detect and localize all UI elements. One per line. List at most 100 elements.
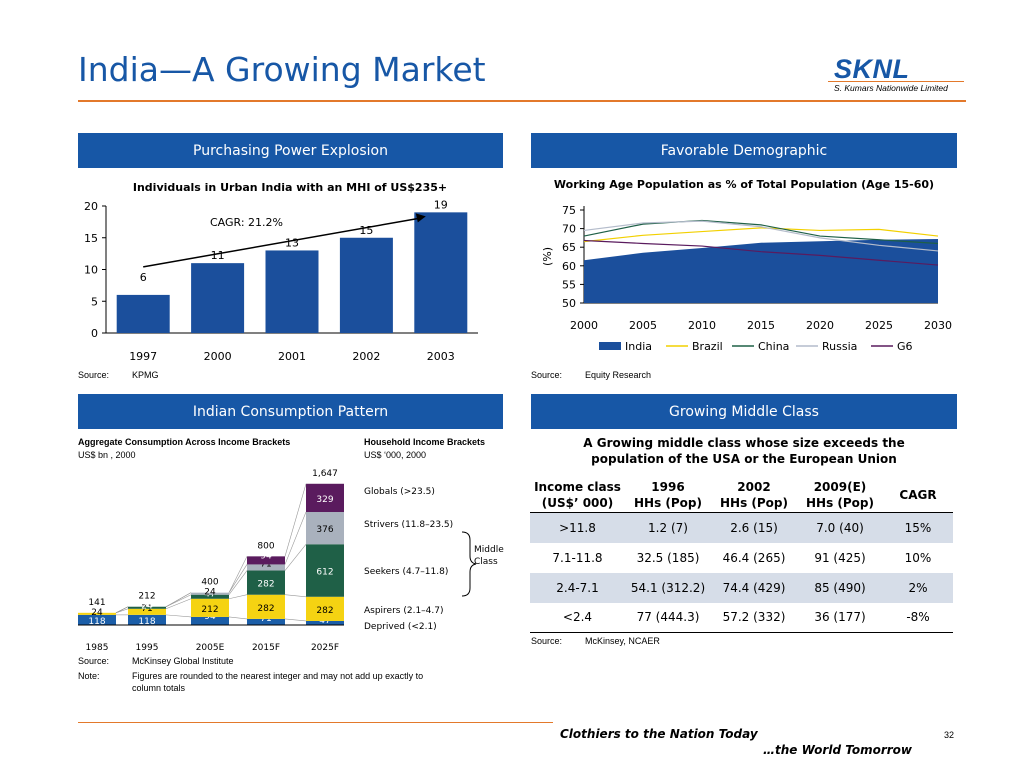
series-line-russia (583, 220, 939, 252)
table-cell: 54.1 (312.2) (625, 572, 711, 603)
table-cell: >11.8 (530, 512, 625, 543)
x-tick-label: 2025F (311, 643, 339, 653)
table-cell: 2.4-7.1 (530, 572, 625, 603)
connector-line (228, 616, 248, 620)
total-label: 400 (201, 578, 218, 588)
source-label: Source: (78, 656, 110, 666)
table-cell: 77 (444.3) (625, 602, 711, 633)
segment-label: 94 (204, 612, 216, 622)
segment-deprived (128, 614, 166, 625)
panel-header-purchasing: Purchasing Power Explosion (78, 133, 503, 168)
middle-class-table: Income class (US$’ 000) 1996 HHs (Pop) 200… (530, 478, 953, 633)
logo-wordmark: SKNL (834, 54, 910, 84)
bar (116, 294, 170, 333)
y-tick-label: 50 (562, 297, 576, 310)
data-label: 6 (140, 271, 147, 284)
data-label: 13 (285, 236, 299, 249)
bracket-label: Strivers (11.8–23.5) (364, 520, 453, 530)
table-cell: 85 (490) (797, 572, 883, 603)
table-cell: 74.4 (429) (711, 572, 797, 603)
x-tick-label: 2020 (806, 319, 834, 332)
bar (414, 212, 468, 333)
table-row: <2.4 77 (444.3) 57.2 (332) 36 (177) -8% (530, 602, 953, 633)
cagr-arrow (143, 217, 419, 268)
segment-deprived (247, 618, 285, 625)
segment-label: 376 (316, 525, 333, 535)
segment-label: 94 (260, 551, 272, 561)
aggregate-subtitle: US$ bn , 2000 (78, 450, 136, 460)
legend-label: Brazil (692, 340, 723, 353)
connector-line (115, 606, 129, 614)
table-cell: 15% (883, 512, 953, 543)
x-tick-label: 2002 (352, 350, 380, 363)
table-cell: 2.6 (15) (711, 512, 797, 543)
consumption-note: Note: Figures are rounded to the nearest … (78, 671, 423, 681)
connector-line (284, 594, 307, 598)
footer-tagline-2: …the World Tomorrow (763, 743, 913, 757)
connector-line (228, 594, 248, 600)
bar (265, 250, 319, 333)
segment-strivers (247, 564, 285, 571)
segment-label: 24 (141, 602, 153, 612)
consumption-chart: 1182414119851187124212199594212472440020… (78, 469, 504, 653)
column-header: Income class (US$’ 000) (530, 478, 625, 513)
household-subtitle: US$ ‘000, 2000 (364, 450, 427, 460)
segment-seekers (128, 606, 166, 609)
source-value: McKinsey, NCAER (585, 636, 660, 646)
source-demographic: Source: Equity Research (531, 370, 651, 380)
segment-label: 282 (257, 580, 274, 590)
table-cell: 7.0 (40) (797, 512, 883, 543)
segment-aspirers (191, 598, 229, 617)
total-label: 800 (257, 541, 274, 551)
legend-swatch (599, 342, 621, 350)
x-tick-label: 2001 (278, 350, 306, 363)
connector-line (284, 618, 307, 622)
segment-aspirers (128, 608, 166, 615)
y-tick-label: 20 (84, 200, 98, 213)
y-tick-label: 60 (562, 260, 576, 273)
connector-line (228, 564, 248, 593)
middle-class-label: Middle (474, 545, 504, 555)
footer-tagline-1: Clothiers to the Nation Today (560, 727, 758, 741)
panel-header-consumption: Indian Consumption Pattern (78, 394, 503, 429)
x-tick-label: 2005E (196, 643, 225, 653)
segment-label: 282 (257, 604, 274, 614)
source-label: Source: (531, 370, 563, 380)
source-label: Source: (78, 370, 110, 380)
table-cell: 57.2 (332) (711, 602, 797, 633)
source-middle-class: Source: McKinsey, NCAER (531, 636, 660, 646)
y-tick-label: 75 (562, 204, 576, 217)
logo-divider (828, 81, 964, 82)
x-tick-label: 2000 (570, 319, 598, 332)
segment-deprived (78, 614, 116, 625)
source-label: Source: (531, 636, 563, 646)
y-tick-label: 5 (91, 295, 98, 308)
segment-deprived (306, 620, 344, 625)
table-cell: 1.2 (7) (625, 512, 711, 543)
table-row: 7.1-11.8 32.5 (185) 46.4 (265) 91 (425) … (530, 543, 953, 573)
table-cell: -8% (883, 602, 953, 633)
series-line-g6 (583, 239, 939, 266)
x-tick-label: 1985 (86, 643, 109, 653)
y-tick-label: 65 (562, 241, 576, 254)
connector-line (284, 544, 307, 571)
x-tick-label: 2025 (865, 319, 893, 332)
connector-line (165, 614, 192, 618)
source-purchasing: Source: KPMG (78, 370, 159, 380)
y-axis-label: (%) (541, 247, 554, 266)
table-cell: 10% (904, 550, 932, 565)
column-header: 2009(E) HHs (Pop) (797, 478, 883, 513)
aggregate-title: Aggregate Consumption Across Income Brac… (78, 437, 291, 447)
bracket-label: Deprived (<2.1) (364, 622, 437, 632)
connector-line (284, 511, 307, 565)
x-tick-label: 2015 (747, 319, 775, 332)
source-consumption: Source: McKinsey Global Institute (78, 656, 234, 666)
x-tick-label: 2005 (629, 319, 657, 332)
legend-label: G6 (897, 340, 913, 353)
x-tick-label: 1995 (136, 643, 159, 653)
segment-seekers (191, 594, 229, 599)
connector-line (228, 556, 248, 593)
segment-label: 71 (141, 604, 152, 614)
total-label: 1,647 (312, 469, 338, 479)
segment-aspirers (78, 612, 116, 615)
